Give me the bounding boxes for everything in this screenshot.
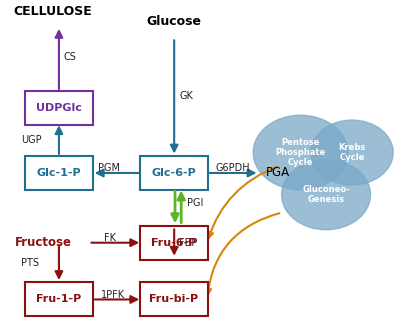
Text: Gluconeo-
Genesis: Gluconeo- Genesis <box>302 185 350 205</box>
Text: Fructose: Fructose <box>15 236 72 249</box>
FancyBboxPatch shape <box>25 156 93 190</box>
FancyBboxPatch shape <box>25 91 93 125</box>
Text: Fru-bi-P: Fru-bi-P <box>150 294 199 304</box>
Text: Fru-6-P: Fru-6-P <box>151 238 197 248</box>
FancyBboxPatch shape <box>140 156 208 190</box>
Text: Krebs
Cycle: Krebs Cycle <box>339 143 366 162</box>
Text: GK: GK <box>179 91 193 101</box>
FancyBboxPatch shape <box>140 225 208 260</box>
Circle shape <box>253 115 348 190</box>
Text: PTS: PTS <box>21 258 39 268</box>
Text: UGP: UGP <box>21 135 42 145</box>
Text: 1PFK: 1PFK <box>101 290 125 300</box>
Text: UDPGlc: UDPGlc <box>36 103 81 113</box>
Text: PGA: PGA <box>265 166 290 179</box>
FancyBboxPatch shape <box>25 282 93 316</box>
Text: CELLULOSE: CELLULOSE <box>13 5 92 18</box>
Text: Pentose
Phosphate
Cycle: Pentose Phosphate Cycle <box>276 138 326 167</box>
Text: Glucose: Glucose <box>147 15 202 28</box>
Text: FK: FK <box>105 233 116 243</box>
Text: Glc-6-P: Glc-6-P <box>152 168 197 178</box>
Text: FBP: FBP <box>179 238 197 248</box>
Text: PGM: PGM <box>98 163 120 173</box>
Text: PGI: PGI <box>187 198 204 208</box>
Text: CS: CS <box>63 52 76 62</box>
Circle shape <box>311 120 393 185</box>
Circle shape <box>282 160 370 230</box>
Text: G6PDH: G6PDH <box>215 163 250 173</box>
Text: Glc-1-P: Glc-1-P <box>37 168 81 178</box>
FancyBboxPatch shape <box>140 282 208 316</box>
Text: Fru-1-P: Fru-1-P <box>36 294 81 304</box>
